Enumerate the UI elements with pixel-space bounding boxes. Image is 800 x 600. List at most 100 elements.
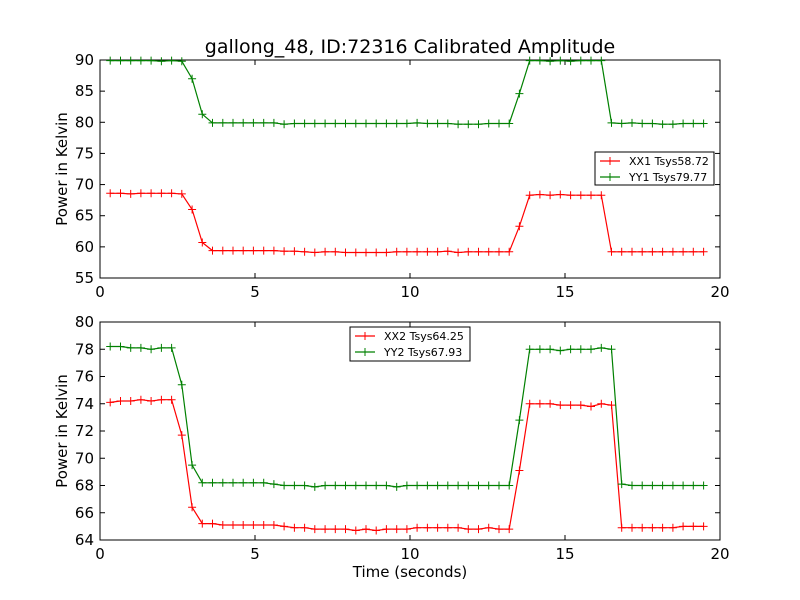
data-point xyxy=(464,247,473,256)
data-point xyxy=(658,247,667,256)
data-point xyxy=(116,56,125,65)
data-point xyxy=(638,481,647,490)
data-point xyxy=(607,401,616,410)
data-point xyxy=(188,205,197,214)
legend-label: YY2 Tsys67.93 xyxy=(383,346,462,359)
data-point xyxy=(136,189,145,198)
data-point xyxy=(566,191,575,200)
data-point xyxy=(628,247,636,256)
data-point xyxy=(198,238,207,247)
data-point xyxy=(249,521,258,529)
data-point xyxy=(106,342,115,351)
data-point xyxy=(177,57,186,66)
x-tick-label: 0 xyxy=(95,545,105,563)
data-point xyxy=(587,191,595,200)
data-point xyxy=(280,522,289,531)
data-point xyxy=(341,248,350,257)
data-point xyxy=(106,398,115,407)
data-point xyxy=(372,248,381,257)
data-point xyxy=(443,481,452,490)
data-point xyxy=(454,481,463,490)
data-point xyxy=(413,481,422,490)
data-point xyxy=(433,247,442,256)
data-point xyxy=(392,482,401,491)
y-tick-label: 68 xyxy=(75,477,94,495)
data-point xyxy=(576,56,585,65)
series-2 xyxy=(106,56,708,129)
data-point xyxy=(300,523,309,532)
data-point xyxy=(280,120,289,129)
data-point xyxy=(648,247,657,256)
legend-label: YY1 Tsys79.77 xyxy=(628,171,707,184)
legend: XX2 Tsys64.25 YY2 Tsys67.93 xyxy=(349,326,471,362)
series-2 xyxy=(106,342,708,491)
legend-marker xyxy=(606,157,614,165)
data-point xyxy=(218,478,227,487)
data-point xyxy=(259,521,268,529)
series-1 xyxy=(106,189,708,257)
data-point xyxy=(167,56,176,65)
data-point xyxy=(147,345,156,354)
legend-box xyxy=(349,326,471,362)
data-point xyxy=(208,519,217,528)
data-point xyxy=(290,523,299,532)
y-tick-label: 72 xyxy=(75,422,94,440)
data-point xyxy=(116,189,125,198)
data-point xyxy=(402,481,411,490)
data-point xyxy=(116,397,125,405)
data-point xyxy=(454,523,463,532)
x-tick-label: 5 xyxy=(250,545,260,563)
data-point xyxy=(167,395,176,404)
y-tick-label: 90 xyxy=(75,51,94,69)
data-point xyxy=(321,525,330,534)
data-point xyxy=(372,119,381,128)
data-point xyxy=(239,118,248,127)
y-axis-label: Power in Kelvin xyxy=(53,374,71,488)
data-point xyxy=(679,481,688,490)
data-point xyxy=(341,481,350,490)
data-point xyxy=(546,345,555,354)
data-point xyxy=(382,248,391,257)
data-point xyxy=(229,478,237,487)
data-point xyxy=(515,466,524,475)
data-point xyxy=(259,118,268,127)
data-point xyxy=(679,522,688,531)
data-point xyxy=(546,191,555,200)
series-1 xyxy=(106,395,708,535)
data-point xyxy=(689,247,698,256)
data-point xyxy=(310,248,319,257)
data-point xyxy=(495,247,503,256)
data-point xyxy=(628,523,636,532)
data-point xyxy=(464,120,473,129)
data-point xyxy=(576,401,585,410)
data-point xyxy=(597,56,606,65)
data-point xyxy=(617,523,626,532)
data-point xyxy=(321,247,330,256)
data-point xyxy=(607,247,616,256)
data-point xyxy=(239,246,248,255)
data-point xyxy=(515,222,524,231)
data-point xyxy=(668,247,677,256)
data-point xyxy=(218,118,227,127)
data-point xyxy=(617,119,626,128)
data-point xyxy=(699,481,708,490)
data-point xyxy=(484,119,493,128)
data-point xyxy=(362,248,370,257)
data-point xyxy=(566,401,575,410)
data-point xyxy=(556,56,565,65)
data-point xyxy=(484,523,493,532)
data-point xyxy=(617,247,626,256)
y-tick-label: 75 xyxy=(75,144,94,162)
data-point xyxy=(290,119,299,128)
data-point xyxy=(556,190,565,199)
data-point xyxy=(310,525,319,534)
data-point xyxy=(535,56,544,65)
data-point xyxy=(372,481,381,490)
data-point xyxy=(556,401,565,410)
data-point xyxy=(474,120,483,129)
x-tick-label: 15 xyxy=(555,283,574,301)
y-tick-label: 60 xyxy=(75,238,94,256)
data-point xyxy=(331,525,340,534)
data-point xyxy=(116,342,125,351)
data-point xyxy=(259,246,268,255)
